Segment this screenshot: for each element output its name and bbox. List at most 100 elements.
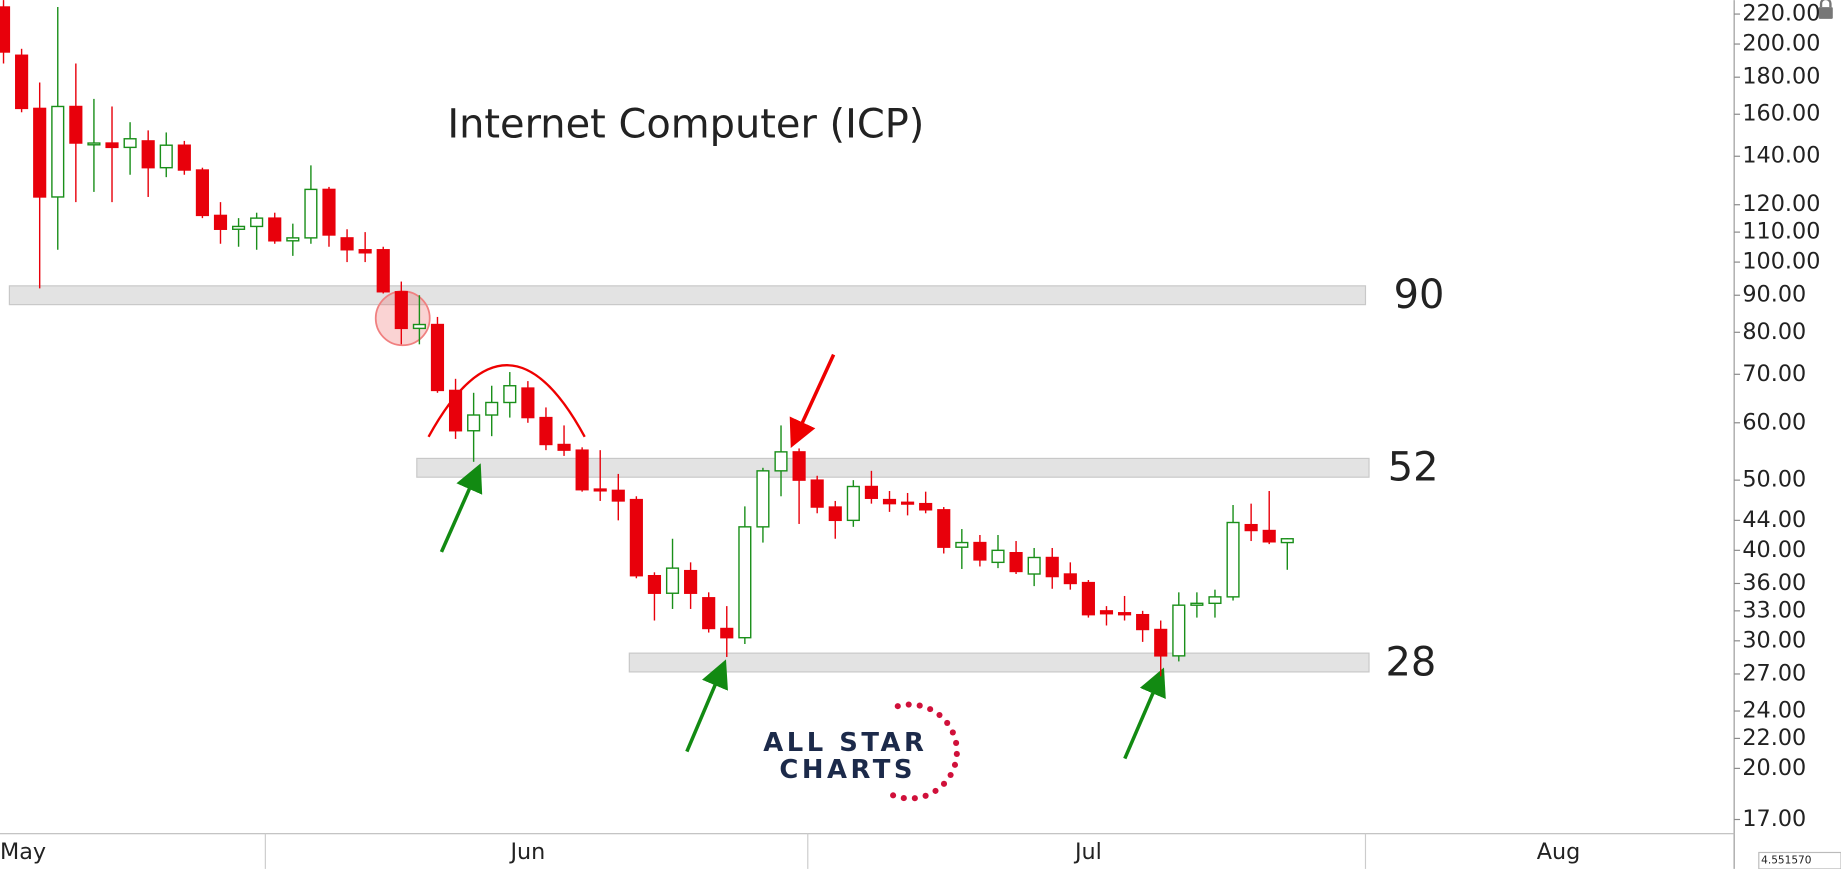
y-tick-label: 60.00	[1742, 409, 1806, 435]
candle-body	[937, 509, 951, 548]
y-tick-label: 140.00	[1742, 143, 1820, 169]
logo-star	[953, 739, 960, 747]
y-tick-label: 17.00	[1742, 806, 1806, 832]
logo: ALL STAR CHARTS	[763, 701, 960, 802]
candle-body	[0, 6, 11, 53]
level-label: 28	[1385, 639, 1436, 685]
candle-body	[1280, 538, 1294, 544]
candle-body	[1172, 604, 1186, 657]
candle-body	[376, 249, 390, 293]
candle-body	[882, 498, 897, 505]
candle-body	[394, 291, 408, 330]
chart-title: Internet Computer (ICP)	[447, 101, 924, 147]
candle-body	[647, 575, 662, 594]
candle-body	[177, 144, 191, 171]
candle-body	[810, 479, 824, 508]
candle-body	[322, 188, 336, 236]
candle-body	[1262, 529, 1276, 543]
candle-body	[611, 489, 625, 502]
logo-star	[927, 706, 934, 713]
candle-body	[539, 416, 553, 446]
candle-body	[232, 225, 246, 230]
logo-star	[890, 792, 897, 799]
y-tick-label: 50.00	[1742, 467, 1806, 493]
candle-body	[1045, 556, 1059, 578]
x-tick-label: Jun	[508, 839, 545, 865]
arrow	[789, 353, 836, 448]
level-zone	[8, 285, 1367, 306]
candle-body	[720, 627, 734, 639]
y-tick-label: 120.00	[1742, 191, 1820, 217]
arc	[427, 364, 586, 438]
candle-body	[430, 323, 445, 392]
candle-body	[250, 217, 264, 228]
candle-body	[1009, 551, 1023, 573]
candle-body	[575, 449, 589, 491]
candle-body	[15, 54, 29, 110]
y-tick-label: 70.00	[1742, 361, 1806, 387]
candle-body	[1081, 581, 1095, 616]
level-label: 52	[1388, 445, 1439, 491]
candle-body	[1244, 523, 1258, 532]
y-tick-label: 20.00	[1742, 755, 1806, 781]
candle-body	[51, 105, 65, 198]
logo-text: ALL STAR	[763, 728, 927, 758]
candle-body	[593, 488, 607, 492]
x-tick-label: Aug	[1537, 839, 1581, 865]
candle-body	[1154, 628, 1168, 657]
candle-body	[448, 389, 463, 432]
candle-body	[467, 414, 481, 432]
candle-body	[33, 107, 47, 198]
candle-body	[503, 385, 517, 404]
candle-body	[141, 140, 155, 169]
candle-body	[1117, 612, 1132, 616]
logo-star	[940, 780, 948, 787]
y-tick-label: 22.00	[1742, 725, 1806, 751]
logo-star	[900, 795, 907, 802]
logo-star	[951, 761, 959, 768]
y-tick-label: 100.00	[1742, 249, 1820, 275]
level-label: 90	[1394, 272, 1445, 318]
candle-body	[1190, 602, 1204, 606]
candle-body	[195, 169, 209, 217]
candle-body	[792, 451, 806, 481]
level-zone	[416, 457, 1370, 478]
level-zone	[628, 652, 1370, 673]
candle-body	[828, 506, 842, 522]
logo-star	[949, 729, 956, 736]
candle-body	[87, 142, 101, 146]
y-tick-label: 40.00	[1742, 537, 1806, 563]
candle-body	[268, 217, 282, 242]
arrow	[685, 659, 728, 753]
x-tick-label: May	[0, 839, 46, 865]
y-tick-label: 30.00	[1742, 627, 1806, 653]
candle-body	[991, 549, 1005, 564]
y-tick-label: 44.00	[1742, 507, 1806, 533]
candle-body	[105, 142, 119, 149]
arrow	[439, 463, 483, 553]
candle-body	[1208, 596, 1222, 605]
candle-body	[123, 138, 137, 149]
candle-body	[340, 237, 354, 251]
logo-star	[953, 750, 960, 758]
y-tick-label: 160.00	[1742, 101, 1820, 127]
lock-icon	[1818, 7, 1833, 19]
y-tick-label: 24.00	[1742, 698, 1806, 724]
candle-body	[665, 567, 680, 594]
candle-body	[1027, 556, 1041, 575]
candle-body	[69, 105, 83, 144]
y-tick-label: 90.00	[1742, 282, 1806, 308]
zones	[8, 285, 1370, 673]
logo-text: CHARTS	[779, 755, 916, 785]
arrow	[1123, 667, 1166, 760]
candle-body	[629, 498, 643, 577]
y-tick-label: 33.00	[1742, 597, 1806, 623]
candle-body	[286, 237, 300, 242]
candle-body	[738, 526, 752, 639]
candle-body	[1136, 613, 1150, 631]
candle-body	[1226, 521, 1240, 598]
candle-body	[557, 443, 571, 451]
candle-body	[919, 502, 933, 511]
